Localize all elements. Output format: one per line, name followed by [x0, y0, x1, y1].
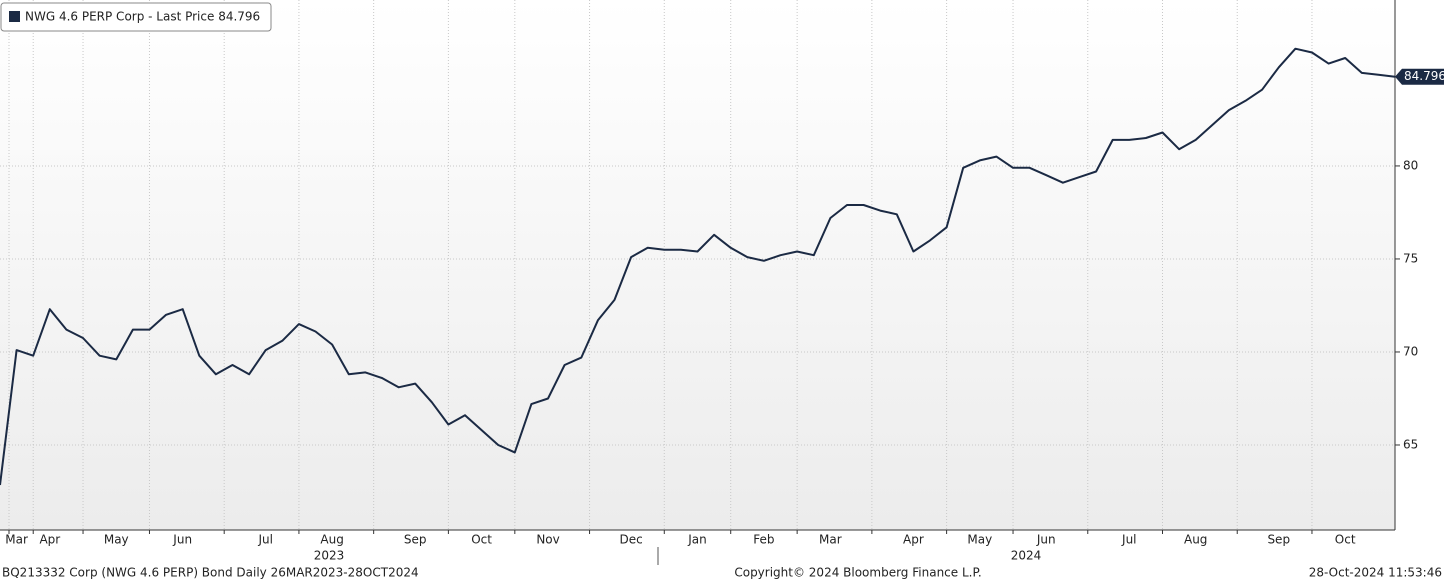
x-tick-label: Sep: [1267, 533, 1290, 547]
x-tick-label: Mar: [819, 533, 842, 547]
x-tick-label: Jun: [1036, 533, 1056, 547]
plot-background: [0, 0, 1395, 530]
last-price-label: 84.796: [1404, 69, 1445, 83]
x-tick-label: Apr: [903, 533, 924, 547]
x-tick-label: Sep: [404, 533, 427, 547]
y-tick-label: 80: [1403, 158, 1418, 172]
x-tick-label: Apr: [39, 533, 60, 547]
x-tick-label: Aug: [1184, 533, 1207, 547]
x-tick-label: Jun: [172, 533, 192, 547]
y-tick-label: 70: [1403, 344, 1418, 358]
x-tick-label: Oct: [471, 533, 492, 547]
footer-center: Copyright© 2024 Bloomberg Finance L.P.: [734, 566, 981, 580]
legend-label: NWG 4.6 PERP Corp - Last Price 84.796: [25, 10, 260, 24]
x-tick-label: Aug: [320, 533, 343, 547]
year-label: 2024: [1011, 549, 1042, 563]
last-price-tag: [1395, 68, 1444, 85]
x-tick-label: Jul: [1121, 533, 1136, 547]
x-tick-label: Dec: [619, 533, 642, 547]
price-line: [0, 47, 1396, 486]
x-tick-label: Mar: [5, 533, 28, 547]
y-tick-label: 75: [1403, 251, 1418, 265]
x-tick-label: Oct: [1335, 533, 1356, 547]
x-tick-label: Jan: [687, 533, 707, 547]
footer-left: BQ213332 Corp (NWG 4.6 PERP) Bond Daily …: [2, 566, 419, 580]
year-label: 2023: [314, 549, 345, 563]
x-tick-label: May: [104, 533, 129, 547]
footer-right: 28-Oct-2024 11:53:46: [1309, 566, 1442, 580]
y-tick-label: 65: [1403, 437, 1418, 451]
x-tick-label: May: [967, 533, 992, 547]
x-tick-label: Nov: [536, 533, 559, 547]
x-tick-label: Feb: [753, 533, 774, 547]
legend: NWG 4.6 PERP Corp - Last Price 84.796: [0, 2, 272, 32]
x-tick-label: Jul: [257, 533, 272, 547]
